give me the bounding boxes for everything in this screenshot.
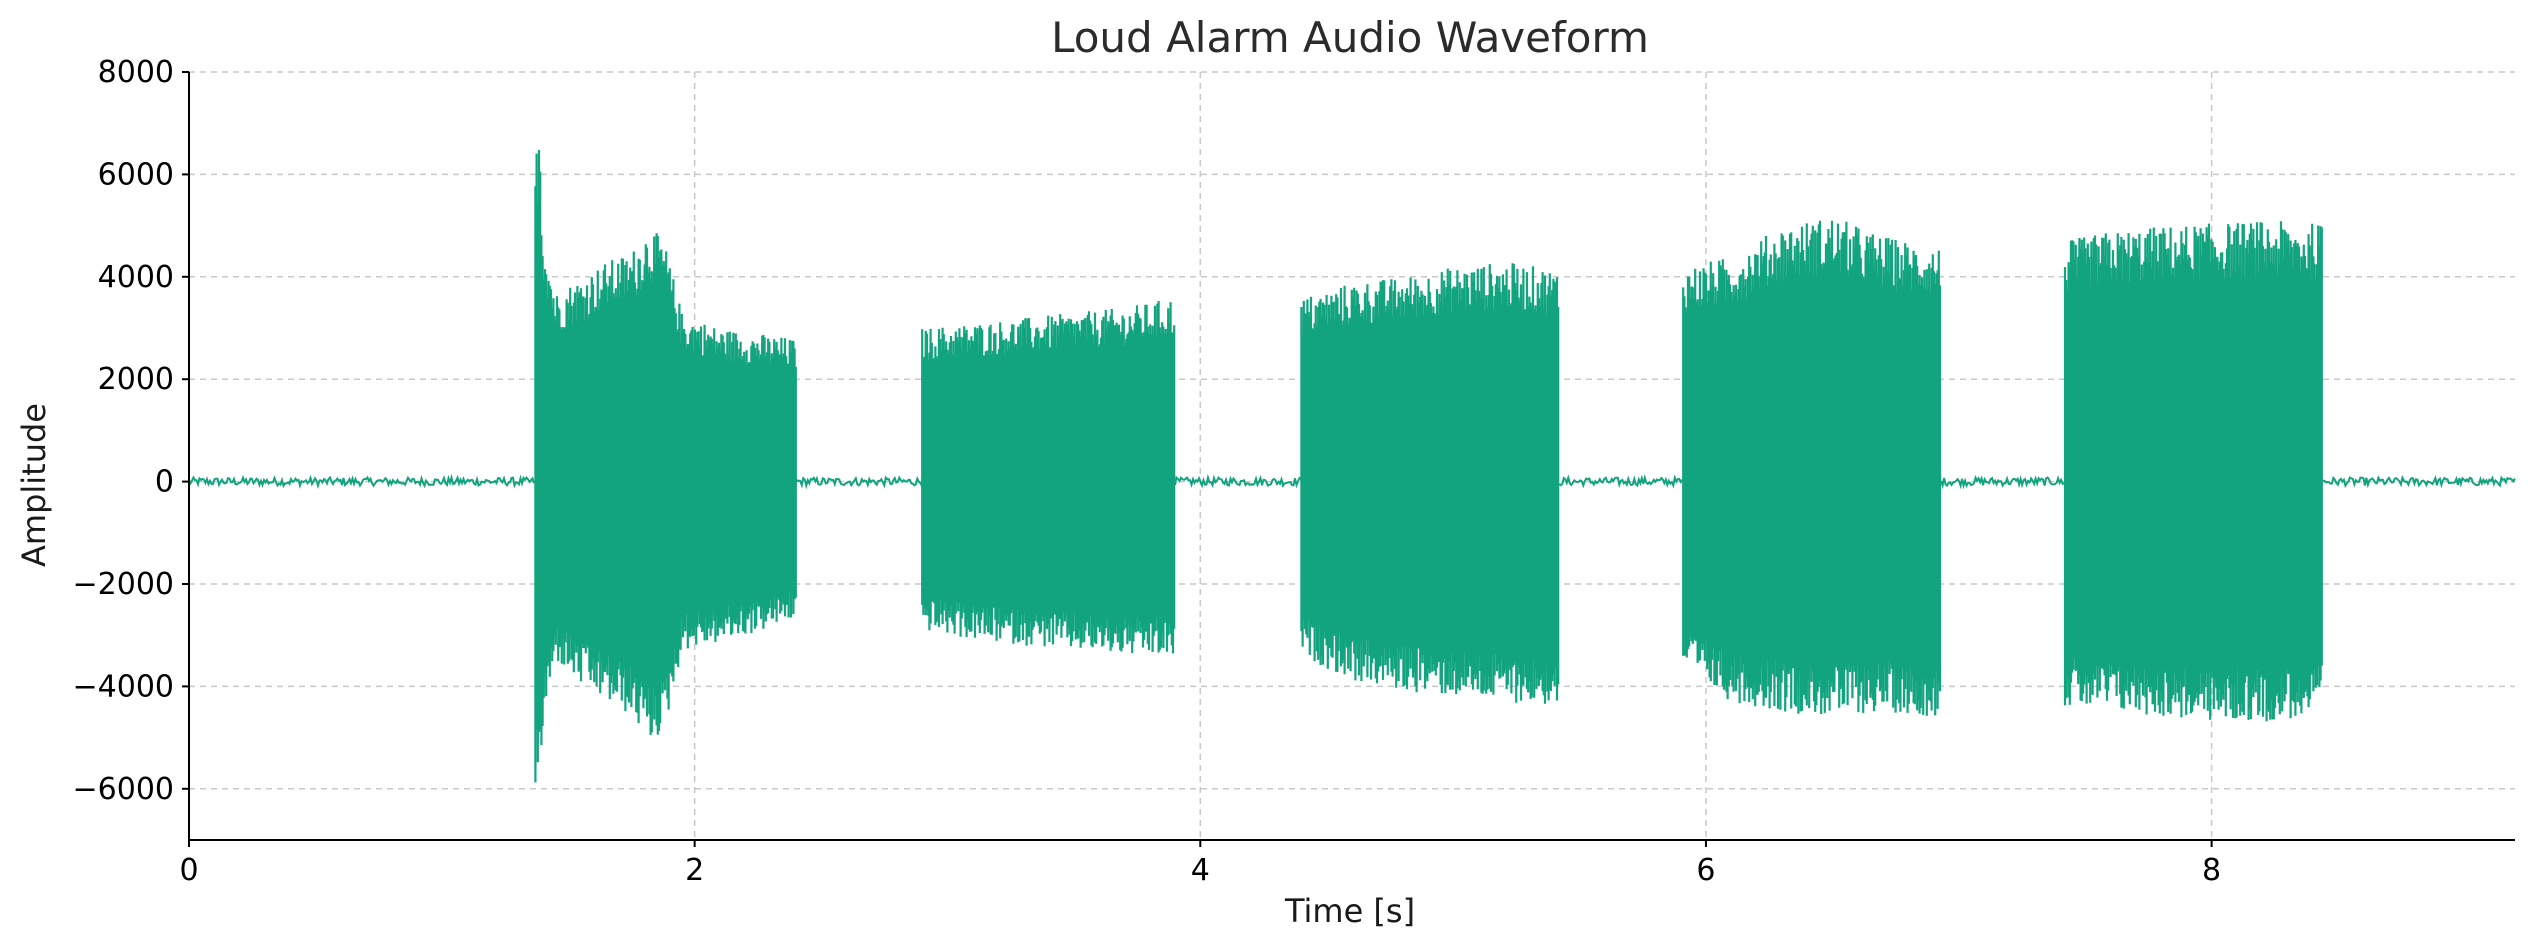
x-axis-label: Time [s] bbox=[1284, 892, 1415, 930]
waveform-quiet-segment bbox=[2322, 474, 2516, 489]
waveform-quiet-segment bbox=[188, 473, 535, 490]
chart-title: Loud Alarm Audio Waveform bbox=[1051, 13, 1649, 62]
x-tick-label: 2 bbox=[685, 853, 704, 888]
y-tick-label: −6000 bbox=[73, 772, 174, 807]
waveform-quiet-segment bbox=[1558, 474, 1684, 489]
waveform-quiet-segment bbox=[1940, 474, 2065, 490]
y-tick-label: 0 bbox=[155, 465, 174, 500]
y-tick-label: 8000 bbox=[98, 55, 174, 90]
waveform-burst-segment bbox=[1682, 220, 1942, 716]
y-axis-label: Amplitude bbox=[15, 403, 53, 567]
y-tick-label: 4000 bbox=[98, 260, 174, 295]
plot-area bbox=[188, 149, 2516, 783]
tick-labels: 0 2 4 6 8 −6000 −4000 −2000 0 2000 4000 6000 8000 bbox=[73, 55, 2222, 888]
waveform-burst-segment bbox=[921, 300, 1176, 654]
x-tick-label: 4 bbox=[1191, 853, 1210, 888]
x-tick-label: 0 bbox=[179, 853, 198, 888]
waveform-quiet-segment bbox=[1174, 473, 1302, 489]
y-tick-label: 6000 bbox=[98, 157, 174, 192]
waveform-quiet-segment bbox=[795, 475, 923, 490]
y-tick-label: −2000 bbox=[73, 567, 174, 602]
waveform-burst-segment bbox=[1300, 263, 1560, 704]
axes bbox=[182, 71, 2515, 847]
x-tick-label: 6 bbox=[1696, 853, 1715, 888]
waveform-burst-segment bbox=[2063, 221, 2323, 722]
y-tick-label: −4000 bbox=[73, 669, 174, 704]
waveform-burst-segment bbox=[534, 149, 797, 783]
x-tick-label: 8 bbox=[2202, 853, 2221, 888]
y-tick-label: 2000 bbox=[98, 362, 174, 397]
